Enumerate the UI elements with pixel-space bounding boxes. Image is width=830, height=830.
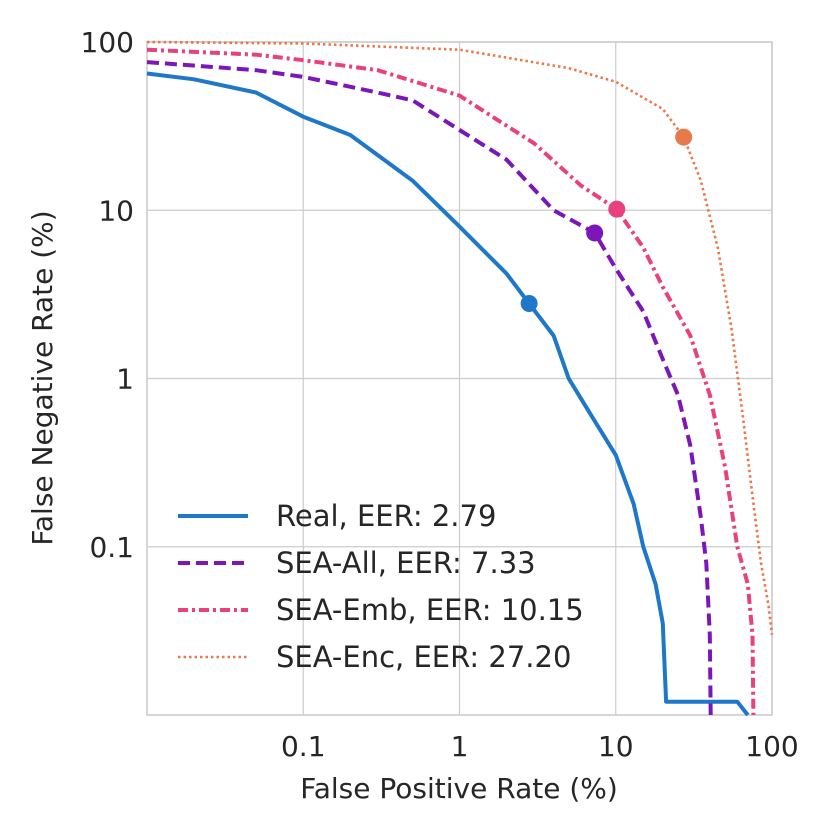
y-tick-label: 100 xyxy=(81,26,134,59)
x-axis-label: False Positive Rate (%) xyxy=(300,772,618,805)
x-tick-label: 1 xyxy=(451,730,469,763)
series-line-4 xyxy=(146,40,774,635)
legend-label-4: SEA-Enc, EER: 27.20 xyxy=(276,640,571,674)
series-line-2 xyxy=(146,60,713,716)
legend-label-2: SEA-All, EER: 7.33 xyxy=(276,546,536,580)
legend-label-3: SEA-Emb, EER: 10.15 xyxy=(276,593,584,627)
series-line-3 xyxy=(146,47,756,716)
x-tick-label: 100 xyxy=(745,730,798,763)
y-tick-label: 10 xyxy=(98,194,134,227)
series-layer xyxy=(146,40,774,717)
y-tick-label: 1 xyxy=(116,363,134,396)
plot-frame xyxy=(146,41,773,716)
legend: Real, EER: 2.79 SEA-All, EER: 7.33 SEA-Emb… xyxy=(178,499,584,674)
series-line-1 xyxy=(146,71,750,717)
y-tick-label: 0.1 xyxy=(89,531,134,564)
eer-marker-1 xyxy=(520,295,538,313)
legend-label-1: Real, EER: 2.79 xyxy=(276,499,496,533)
x-tick-label: 0.1 xyxy=(281,730,326,763)
x-tick-label: 10 xyxy=(598,730,634,763)
eer-marker-4 xyxy=(675,128,693,146)
eer-marker-2 xyxy=(586,224,604,242)
tick-labels: 0.1 1 10 100 0.1 1 10 100 xyxy=(81,26,799,763)
eer-marker-3 xyxy=(608,200,626,218)
y-axis-label: False Negative Rate (%) xyxy=(26,210,59,545)
